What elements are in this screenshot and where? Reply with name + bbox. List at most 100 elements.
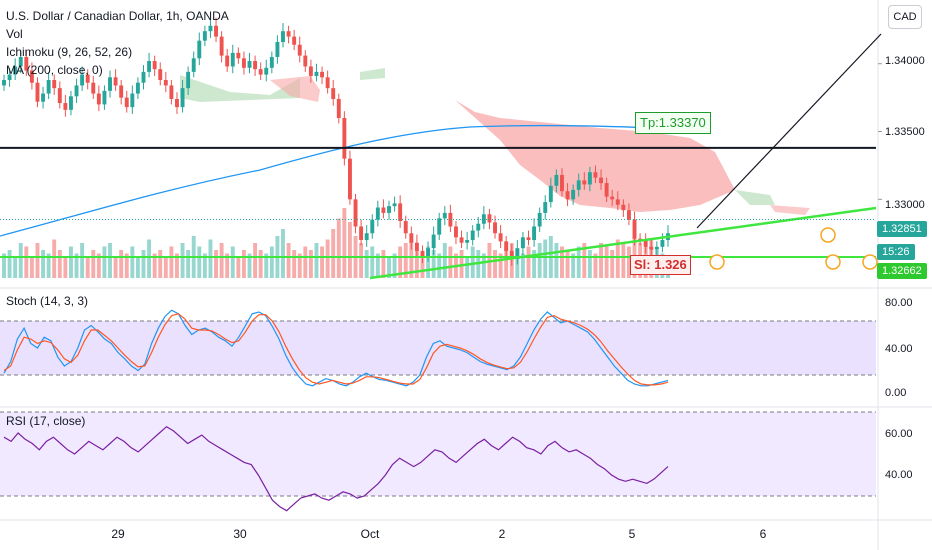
candle-body: [571, 189, 576, 200]
indicator-vol-label[interactable]: Vol: [6, 27, 23, 41]
candle-body: [638, 238, 643, 241]
volume-bar: [308, 250, 313, 278]
candle-body: [375, 207, 380, 220]
candle-body: [130, 93, 135, 108]
candle-body: [403, 221, 408, 234]
stop-loss-label[interactable]: Sl: 1.326: [630, 255, 691, 275]
rsi-band: [0, 412, 876, 496]
stoch-label[interactable]: Stoch (14, 3, 3): [6, 294, 89, 308]
candle-body: [85, 74, 90, 83]
volume-bar: [253, 243, 258, 278]
candle-body: [604, 183, 609, 197]
volume-bar: [587, 250, 592, 278]
volume-bar: [403, 243, 408, 278]
candle-body: [515, 248, 520, 260]
candle-body: [576, 180, 581, 190]
candle-body: [180, 88, 185, 108]
candle-body: [420, 250, 425, 257]
volume-bar: [448, 246, 453, 278]
volume-bar: [35, 243, 40, 278]
candle-body: [359, 226, 364, 241]
volume-bar: [281, 229, 285, 278]
candle-body: [29, 70, 34, 83]
volume-bar: [141, 250, 146, 278]
candle-body: [621, 204, 626, 211]
volume-bar: [230, 246, 235, 278]
candle-body: [236, 52, 241, 59]
candle-body: [2, 80, 6, 86]
chart-title: U.S. Dollar / Canadian Dollar, 1h, OANDA: [6, 9, 229, 23]
candle-body: [426, 248, 431, 257]
stoch-tick-40: 40.00: [885, 343, 913, 355]
volume-bar: [364, 250, 369, 278]
indicator-ma-label[interactable]: MA (200, close, 0): [6, 63, 103, 77]
candle-body: [314, 71, 319, 76]
candle-body: [102, 90, 107, 105]
volume-bar: [46, 253, 51, 278]
volume-bar: [186, 250, 191, 278]
candle-body: [615, 199, 620, 205]
candle-body: [247, 61, 252, 68]
volume-bar: [108, 243, 112, 278]
candle-body: [353, 199, 358, 227]
volume-bar: [359, 243, 364, 278]
candle-body: [537, 212, 542, 227]
stoch-tick-80: 80.00: [885, 297, 913, 309]
candle-body: [331, 88, 336, 99]
volume-bar: [442, 243, 447, 278]
volume-bar: [85, 257, 90, 278]
candle-body: [202, 31, 207, 41]
take-profit-label[interactable]: Tp:1.33370: [635, 112, 711, 134]
volume-bar: [554, 243, 559, 278]
candle-body: [587, 172, 592, 185]
volume-bar: [576, 246, 581, 278]
candle-body: [80, 74, 85, 86]
volume-bar: [96, 253, 101, 278]
price-tick-1: 1.34000: [885, 55, 925, 67]
candle-body: [135, 82, 140, 94]
event-marker-icon: [820, 227, 836, 243]
candle-body: [414, 242, 419, 251]
candle-body: [214, 25, 218, 37]
volume-bar: [626, 246, 631, 278]
volume-bar: [325, 239, 330, 278]
volume-bar: [520, 253, 525, 278]
volume-bar: [571, 253, 576, 278]
candle-body: [543, 202, 548, 213]
volume-bar: [381, 250, 386, 278]
stoch-k-line: [3, 309, 669, 387]
candle-body: [52, 80, 57, 89]
volume-bar: [320, 246, 325, 278]
time-label-2: 2: [498, 527, 506, 541]
volume-bar: [526, 246, 531, 278]
volume-bar: [420, 253, 425, 278]
candle-body: [186, 71, 191, 89]
volume-bar: [615, 239, 620, 278]
candle-body: [649, 246, 654, 250]
rsi-label[interactable]: RSI (17, close): [6, 414, 86, 428]
candle-body: [660, 240, 665, 247]
volume-bar: [119, 250, 124, 278]
candle-body: [46, 80, 51, 94]
candle-body: [398, 203, 403, 222]
volume-bar: [470, 246, 475, 278]
candle-body: [175, 98, 179, 108]
candle-body: [7, 74, 12, 81]
candle-body: [493, 222, 497, 234]
candle-body: [325, 77, 330, 89]
event-marker-icon: [709, 254, 725, 270]
indicator-ichimoku-label[interactable]: Ichimoku (9, 26, 52, 26): [6, 45, 133, 59]
currency-button[interactable]: CAD: [888, 5, 922, 29]
volume-bar: [504, 246, 509, 278]
volume-bar: [52, 239, 57, 278]
volume-bar: [236, 257, 241, 278]
volume-bar: [286, 243, 291, 278]
volume-bar: [18, 243, 23, 278]
ichimoku-cloud-bearish: [770, 205, 810, 215]
volume-bar: [130, 246, 135, 278]
candle-body: [476, 223, 481, 231]
candle-body: [437, 218, 442, 235]
volume-bar: [537, 243, 542, 278]
candle-body: [504, 241, 509, 251]
